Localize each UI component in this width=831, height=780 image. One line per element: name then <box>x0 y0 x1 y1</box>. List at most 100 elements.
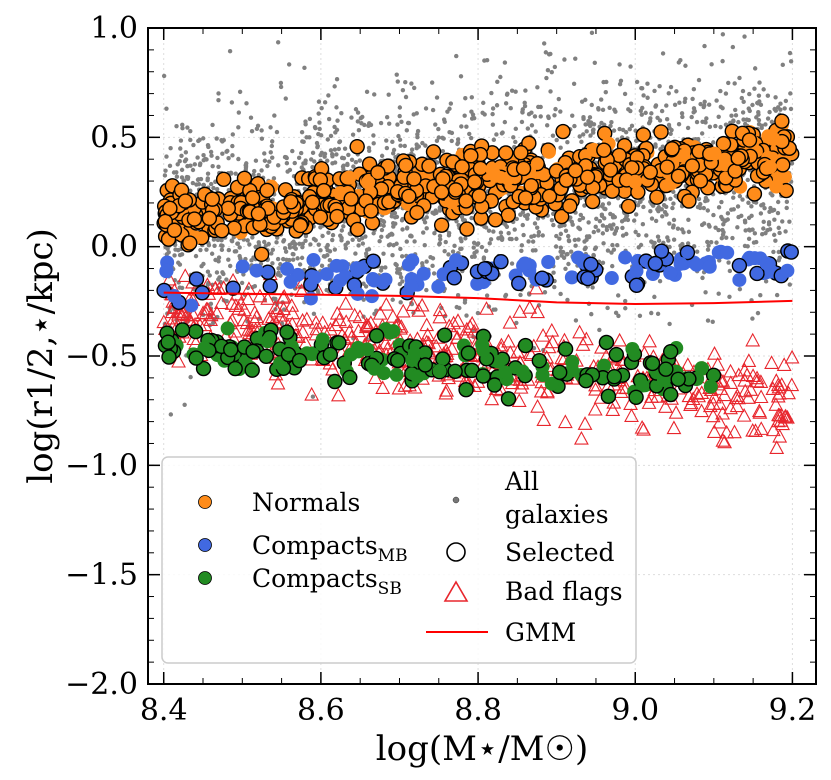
all-galaxies-point <box>756 112 761 117</box>
normals-point <box>398 157 414 174</box>
all-galaxies-point <box>554 233 559 239</box>
all-galaxies-point <box>309 157 314 162</box>
compacts-sb-point <box>327 373 343 390</box>
all-galaxies-point <box>224 299 229 304</box>
all-galaxies-point <box>702 99 707 105</box>
all-galaxies-point <box>780 219 785 224</box>
bad-flag-point <box>342 323 357 338</box>
all-galaxies-point <box>647 118 653 124</box>
compacts-mb-point <box>618 250 633 265</box>
all-galaxies-point <box>310 394 316 399</box>
all-galaxies-point <box>185 175 191 180</box>
bad-flag-point <box>330 387 346 402</box>
y-tick-label: 0.0 <box>90 230 138 265</box>
normals-point <box>553 208 570 225</box>
all-galaxies-point <box>316 242 321 247</box>
normals-point <box>220 200 236 216</box>
all-galaxies-point <box>705 208 711 213</box>
all-galaxies-point <box>390 151 396 156</box>
normals-point <box>746 186 763 202</box>
all-galaxies-point <box>276 266 281 271</box>
compacts-sb-point <box>670 371 686 387</box>
all-galaxies-point <box>608 123 613 129</box>
all-galaxies-point <box>749 204 754 209</box>
all-galaxies-point <box>724 235 729 240</box>
compacts-mb-point <box>329 258 344 273</box>
all-galaxies-point <box>666 238 671 243</box>
normals-point <box>584 193 601 210</box>
compacts-sb-point <box>635 378 650 393</box>
all-galaxies-point <box>605 248 611 253</box>
compacts-mb-point <box>732 272 747 287</box>
normals-point <box>541 144 556 159</box>
all-galaxies-point <box>609 120 614 125</box>
all-galaxies-point <box>430 107 436 113</box>
all-galaxies-point <box>199 264 204 269</box>
compacts-sb-point <box>343 347 358 362</box>
legend: Normals CompactsMB CompactsSB All galaxi… <box>161 456 637 664</box>
all-galaxies-point <box>591 229 597 235</box>
all-galaxies-point <box>746 200 751 205</box>
all-galaxies-point <box>415 128 421 134</box>
all-galaxies-point <box>404 239 409 244</box>
bad-flag-point <box>358 319 374 334</box>
bad-flag-point <box>658 399 673 413</box>
all-galaxies-point <box>397 271 403 276</box>
bad-flag-point <box>577 416 593 430</box>
compacts-sb-point <box>161 349 177 365</box>
all-galaxies-point <box>503 292 509 298</box>
bad-flag-point <box>522 300 538 314</box>
all-galaxies-point <box>172 253 177 258</box>
compacts-sb-point <box>436 327 453 343</box>
all-galaxies-point <box>600 260 606 265</box>
all-galaxies-point <box>431 271 437 276</box>
all-galaxies-point <box>366 246 372 252</box>
normals-point <box>166 222 183 238</box>
bad-flag-point <box>736 407 752 422</box>
all-galaxies-point <box>573 56 578 61</box>
all-galaxies-point <box>562 57 567 62</box>
all-galaxies-point <box>740 88 746 94</box>
all-galaxies-point <box>548 51 553 57</box>
compacts-sb-point <box>368 328 385 344</box>
all-galaxies-point <box>590 285 595 290</box>
all-galaxies-point <box>207 273 212 278</box>
all-galaxies-point <box>557 224 562 229</box>
all-galaxies-point <box>437 241 442 246</box>
all-galaxies-point <box>398 246 403 252</box>
all-galaxies-point <box>746 236 752 242</box>
normals-point <box>555 123 571 140</box>
y-tick-label: −1.5 <box>65 558 138 593</box>
all-galaxies-point <box>727 268 733 274</box>
all-galaxies-point <box>220 151 225 156</box>
all-galaxies-point <box>552 113 557 118</box>
all-galaxies-point <box>726 260 731 265</box>
all-galaxies-point <box>422 220 428 225</box>
all-galaxies-point <box>551 270 556 275</box>
bad-flag-point <box>177 268 193 282</box>
all-galaxies-point <box>532 114 538 119</box>
all-galaxies-point <box>371 141 376 146</box>
all-galaxies-point <box>398 275 404 280</box>
all-galaxies-point <box>525 126 531 131</box>
all-galaxies-point <box>668 84 674 90</box>
all-galaxies-point <box>436 126 441 132</box>
compacts-mb-point <box>604 271 619 286</box>
all-galaxies-point <box>743 121 748 127</box>
compacts-sb-point <box>551 364 568 381</box>
compacts-mb-point <box>249 263 264 278</box>
compacts-mb-point <box>517 256 532 271</box>
all-galaxies-point <box>552 284 557 290</box>
all-galaxies-point <box>188 128 193 134</box>
all-galaxies-point <box>209 153 214 158</box>
bad-flag-point <box>753 389 769 404</box>
all-galaxies-point <box>551 222 556 228</box>
all-galaxies-point <box>349 157 355 162</box>
bad-flag-point <box>450 313 466 327</box>
all-galaxies-point <box>182 158 188 164</box>
bad-flag-point <box>231 301 247 315</box>
all-galaxies-point <box>686 217 691 222</box>
all-galaxies-point <box>454 219 459 224</box>
all-galaxies-point <box>778 101 783 106</box>
compacts-sb-point <box>517 337 534 354</box>
